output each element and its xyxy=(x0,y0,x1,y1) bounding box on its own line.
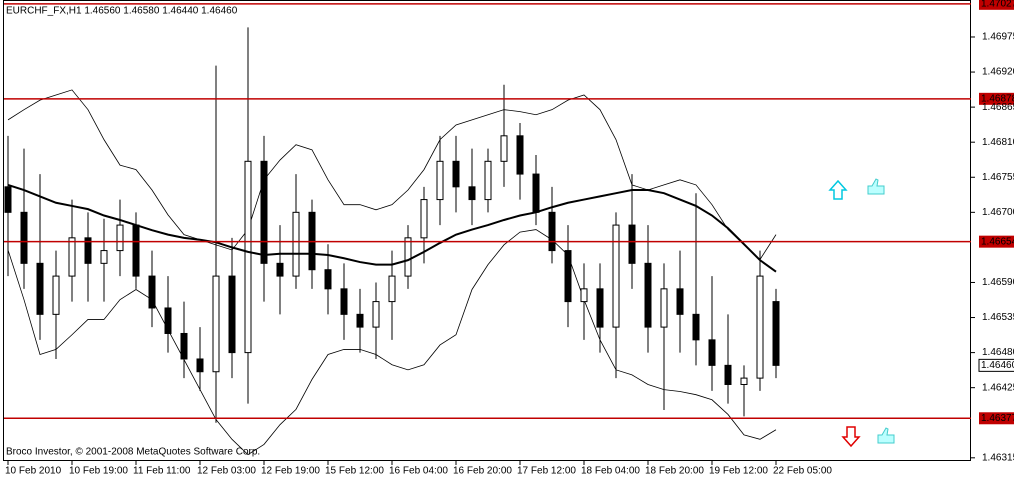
candle-body xyxy=(4,186,12,213)
signal-down xyxy=(841,426,895,448)
x-tick-label: 10 Feb 19:00 xyxy=(69,466,128,477)
candle-body xyxy=(740,377,748,385)
signal-up xyxy=(828,178,885,200)
moving-average xyxy=(7,183,777,273)
candle-body xyxy=(676,288,684,315)
candle-body xyxy=(420,199,428,239)
candle-body xyxy=(212,275,220,373)
candle-body xyxy=(468,186,476,201)
chart-title: EURCHF_FX,H1 1.46560 1.46580 1.46440 1.4… xyxy=(6,6,238,17)
candle-body xyxy=(164,307,172,334)
candle-body xyxy=(276,262,284,277)
y-tick-label: 1.46590 xyxy=(982,277,1014,288)
x-tick-label: 10 Feb 2010 xyxy=(5,466,62,477)
y-tick-label: 1.46480 xyxy=(982,347,1014,358)
candle-body xyxy=(772,301,780,366)
candle-body xyxy=(228,275,236,354)
candle-body xyxy=(500,135,508,162)
y-tick-label: 1.46920 xyxy=(982,67,1014,78)
candle-body xyxy=(132,224,140,277)
y-tick-label: 1.46755 xyxy=(982,172,1014,183)
x-tick-label: 12 Feb 03:00 xyxy=(197,466,256,477)
candle-body xyxy=(244,160,252,354)
x-tick-label: 16 Feb 04:00 xyxy=(389,466,448,477)
candle-body xyxy=(340,288,348,315)
y-tick-label: 1.46425 xyxy=(982,382,1014,393)
candle-body xyxy=(596,288,604,328)
level-label-box xyxy=(979,235,1014,248)
candle-body xyxy=(564,250,572,303)
candle-body xyxy=(692,313,700,341)
candle-body xyxy=(724,364,732,385)
candle-body xyxy=(148,275,156,309)
candle-body xyxy=(612,224,620,328)
candle-body xyxy=(20,211,28,264)
price-label-box xyxy=(978,358,1014,372)
x-tick-label: 17 Feb 12:00 xyxy=(517,466,576,477)
marks xyxy=(4,27,780,456)
level-label: 1.46878 xyxy=(981,93,1014,104)
candle-body xyxy=(356,313,364,328)
candle-body xyxy=(324,269,332,290)
candle-body xyxy=(756,275,764,379)
candle-body xyxy=(292,211,300,277)
level-label-box xyxy=(979,92,1014,105)
candle-body xyxy=(436,160,444,201)
candle-body xyxy=(68,237,76,277)
x-tick-label: 12 Feb 19:00 xyxy=(261,466,320,477)
thumb-up xyxy=(867,178,885,195)
level-label-box xyxy=(979,412,1014,425)
y-tick-label: 1.46810 xyxy=(982,137,1014,148)
candle-body xyxy=(180,332,188,360)
candle-body xyxy=(660,288,668,328)
candle-body xyxy=(548,211,556,252)
y-tick-label: 1.46535 xyxy=(982,312,1014,323)
level-label: 1.46377 xyxy=(981,413,1014,424)
candle-body xyxy=(100,250,108,264)
arrow-up xyxy=(828,179,848,200)
x-tick-label: 15 Feb 12:00 xyxy=(325,466,384,477)
candle-body xyxy=(260,160,268,264)
level-label: 1.46654 xyxy=(981,236,1014,247)
candle-body xyxy=(404,237,412,277)
overlay: 1.47027 1.46878 1.46654 1.46377 1.46460 xyxy=(4,0,1014,425)
candle-body xyxy=(388,275,396,303)
thumb-up xyxy=(877,427,895,444)
candle-body xyxy=(196,358,204,373)
x-tick-label: 19 Feb 12:00 xyxy=(709,466,768,477)
y-tick-label: 1.46700 xyxy=(982,207,1014,218)
candle-body xyxy=(580,288,588,303)
plot-frame xyxy=(3,0,971,461)
y-tick-label: 1.46315 xyxy=(982,452,1014,463)
candle-body xyxy=(628,224,636,264)
candle-body xyxy=(644,262,652,328)
x-tick-label: 22 Feb 05:00 xyxy=(773,466,832,477)
level-label-box xyxy=(979,0,1014,10)
price-label: 1.46460 xyxy=(981,360,1014,371)
copyright: Broco Investor, © 2001-2008 MetaQuotes S… xyxy=(6,447,260,458)
x-tick-label: 18 Feb 20:00 xyxy=(645,466,704,477)
arrow-down xyxy=(841,426,861,448)
x-tick-label: 16 Feb 20:00 xyxy=(453,466,512,477)
candle-body xyxy=(452,160,460,188)
candle-body xyxy=(52,275,60,315)
candle-body xyxy=(516,135,524,175)
candle-body xyxy=(708,339,716,366)
x-tick-label: 18 Feb 04:00 xyxy=(581,466,640,477)
level-label: 1.47027 xyxy=(981,0,1014,9)
x-tick-label: 11 Feb 11:00 xyxy=(133,466,191,477)
candle-body xyxy=(532,173,540,213)
candle-body xyxy=(372,301,380,328)
candle-body xyxy=(484,160,492,201)
y-tick-label: 1.46865 xyxy=(982,102,1014,113)
candle-body xyxy=(36,262,44,315)
candle-body xyxy=(84,237,92,264)
candle-body xyxy=(116,224,124,252)
y-tick-label: 1.46975 xyxy=(982,32,1014,43)
band-lower xyxy=(7,229,777,456)
